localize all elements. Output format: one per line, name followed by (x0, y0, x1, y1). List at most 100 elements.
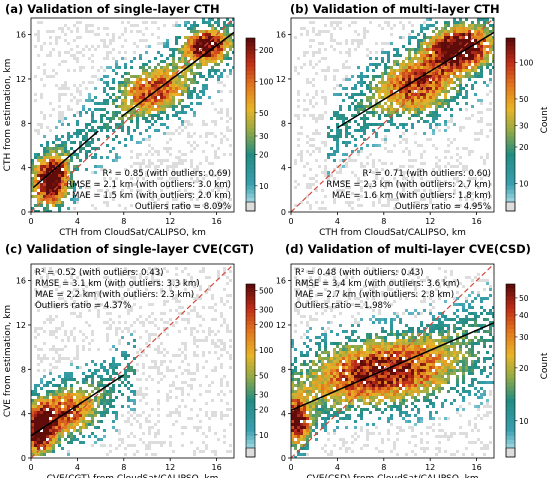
one-to-one-line (291, 264, 494, 458)
y-tick-label: 16 (16, 277, 26, 286)
x-axis-label: CTH from CloudSat/CALIPSO, km (59, 228, 206, 238)
stat-line: MAE = 1.6 km (with outliers: 1.8 km) (332, 191, 491, 201)
y-tick-label: 0 (281, 454, 286, 463)
x-tick-label: 8 (121, 217, 126, 226)
panel-b: 0 4 8 12 16 0 4 8 12 16 (b) Validation of multi-la… (276, 2, 550, 238)
plot-frame (30, 263, 235, 459)
stat-line: MAE = 1.5 km (with outliers: 2.0 km) (72, 191, 231, 201)
stat-line: RMSE = 3.4 km (with outliers: 3.6 km) (295, 279, 460, 289)
y-tick-label: 12 (16, 75, 26, 84)
x-tick-label: 0 (28, 217, 33, 226)
colorbar-tick-label: 100 (259, 77, 274, 86)
stat-line: Outliers ratio = 4.95% (395, 202, 491, 212)
fit-line-1 (121, 31, 234, 118)
fit-line-0 (31, 374, 125, 437)
colorbar-tick-label: 50 (519, 294, 529, 303)
heatmap-cells (291, 264, 494, 458)
y-axis-label: CVE from estimation, km (3, 305, 13, 417)
colorbar-tick-label: 30 (519, 333, 529, 342)
panel-title: (b) Validation of multi-layer CTH (290, 2, 500, 16)
stat-line: R² = 0.48 (with outliers: 0.43) (295, 268, 424, 278)
colorbar-tick-label: 20 (519, 364, 529, 373)
stat-line: Outliers ratio = 4.37% (35, 301, 131, 311)
panel-title: (a) Validation of single-layer CTH (5, 2, 220, 16)
colorbar-tick-label: 100 (259, 346, 274, 355)
colorbar-tick-label: 200 (259, 320, 274, 329)
colorbar-tick-label: 20 (519, 143, 529, 152)
fit-line-0 (32, 130, 99, 189)
stat-line: MAE = 2.7 km (with outliers: 2.8 km) (295, 290, 454, 300)
stat-line: R² = 0.52 (with outliers: 0.43) (35, 268, 164, 278)
panel-a: 0 4 8 12 16 0 4 8 12 16 (a) Validation of single-l… (3, 2, 274, 238)
colorbar-tick-label: 500 (259, 287, 274, 296)
plot-frame (30, 17, 235, 213)
colorbar-tick-label: 50 (259, 372, 269, 381)
x-axis-label: CVE(CSD) from CloudSat/CALIPSO, km (306, 474, 478, 478)
colorbar-tick-label: 30 (259, 390, 269, 399)
y-tick-label: 4 (281, 410, 286, 419)
stats-box: R² = 0.48 (with outliers: 0.43)RMSE = 3.… (295, 268, 460, 311)
stat-line: Outliers ratio = 8.09% (135, 202, 231, 212)
colorbar: 10 20 30 50 100 200 300 500 (245, 283, 274, 458)
x-tick-label: 16 (212, 217, 222, 226)
y-tick-label: 16 (276, 31, 286, 40)
panel-title: (c) Validation of single-layer CVE(CGT) (5, 242, 254, 256)
stats-box: R² = 0.85 (with outliers: 0.69)RMSE = 2.… (66, 169, 231, 212)
x-tick-label: 4 (335, 463, 340, 472)
fit-line-0 (291, 322, 494, 412)
x-tick-label: 4 (75, 217, 80, 226)
colorbar-tick-label: 100 (519, 59, 534, 68)
x-tick-label: 12 (425, 463, 435, 472)
colorbar-tick-label: 40 (519, 311, 529, 320)
colorbar: 10 20 30 50 100 200 (245, 37, 274, 212)
colorbar: 10 20 30 40 50 Count (505, 283, 550, 458)
x-tick-label: 8 (121, 463, 126, 472)
x-tick-label: 0 (28, 463, 33, 472)
x-tick-label: 12 (165, 217, 175, 226)
stat-line: RMSE = 2.3 km (with outliers: 2.7 km) (326, 180, 491, 190)
y-axis-label: CTH from estimation, km (3, 59, 13, 172)
y-tick-label: 4 (21, 410, 26, 419)
heatmap-cells (31, 18, 234, 212)
y-tick-label: 8 (21, 365, 26, 374)
y-tick-label: 16 (16, 31, 26, 40)
colorbar-tick-label: 10 (259, 182, 269, 191)
one-to-one-line (31, 18, 234, 212)
fit-line-0 (337, 31, 494, 129)
one-to-one-line (291, 18, 494, 212)
x-axis-label: CTH from CloudSat/CALIPSO, km (319, 228, 466, 238)
colorbar: 10 20 30 50 100 Count (505, 37, 550, 212)
colorbar-tick-label: 10 (259, 431, 269, 440)
x-tick-label: 4 (75, 463, 80, 472)
heatmap-cells (31, 264, 234, 458)
one-to-one-line (31, 264, 234, 458)
panel-d: 0 4 8 12 16 0 4 8 12 16 (d) Validation of multi-la… (276, 242, 550, 478)
x-tick-label: 8 (381, 217, 386, 226)
stats-box: R² = 0.71 (with outliers: 0.60)RMSE = 2.… (326, 169, 491, 212)
stat-line: RMSE = 3.1 km (with outliers: 3.3 km) (35, 279, 200, 289)
colorbar-label: Count (540, 106, 550, 133)
x-tick-label: 12 (425, 217, 435, 226)
colorbar-tick-label: 300 (259, 306, 274, 315)
colorbar-tick-label: 50 (259, 109, 269, 118)
stat-line: R² = 0.71 (with outliers: 0.60) (362, 169, 491, 179)
y-tick-label: 8 (281, 365, 286, 374)
y-tick-label: 0 (21, 208, 26, 217)
stat-line: R² = 0.85 (with outliers: 0.69) (102, 169, 231, 179)
x-tick-label: 12 (165, 463, 175, 472)
colorbar-tick-label: 30 (519, 122, 529, 131)
x-tick-label: 8 (381, 463, 386, 472)
x-tick-label: 16 (472, 217, 482, 226)
y-tick-label: 16 (276, 277, 286, 286)
y-tick-label: 8 (281, 119, 286, 128)
panel-title: (d) Validation of multi-layer CVE(CSD) (285, 242, 531, 256)
stat-line: RMSE = 2.1 km (with outliers: 3.0 km) (66, 180, 231, 190)
y-tick-label: 12 (276, 75, 286, 84)
stat-line: Outliers ratio = 1.98% (295, 301, 391, 311)
x-tick-label: 0 (288, 217, 293, 226)
colorbar-tick-label: 200 (259, 46, 274, 55)
colorbar-tick-label: 20 (259, 405, 269, 414)
plot-frame (290, 17, 495, 213)
heatmap-cells (291, 18, 494, 212)
